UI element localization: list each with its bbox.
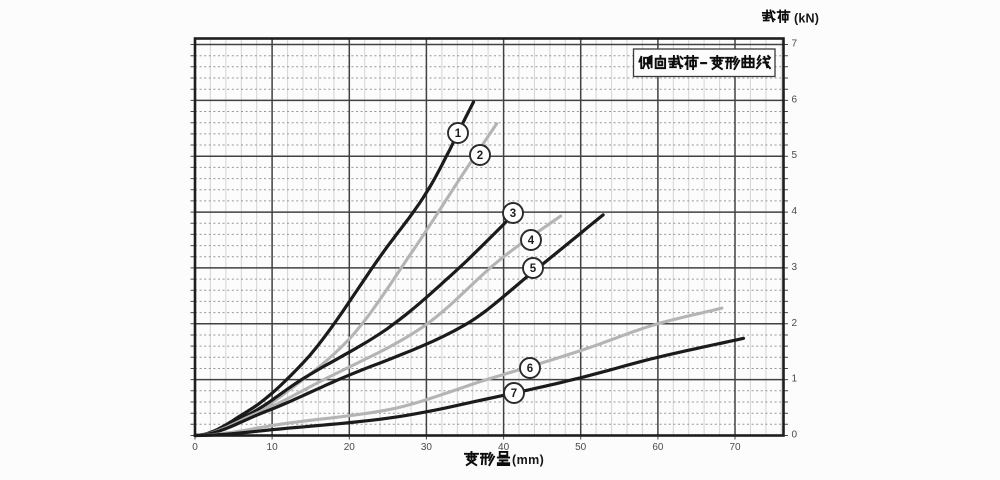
svg-text:5: 5	[792, 150, 798, 161]
svg-text:7: 7	[511, 388, 517, 400]
svg-text:70: 70	[729, 442, 741, 453]
svg-text:60: 60	[652, 442, 664, 453]
svg-text:(kN): (kN)	[794, 12, 819, 26]
svg-text:(mm): (mm)	[512, 453, 544, 467]
svg-text:6: 6	[792, 94, 798, 105]
svg-text:20: 20	[344, 442, 356, 453]
svg-text:3: 3	[510, 208, 516, 220]
svg-text:4: 4	[528, 235, 535, 247]
svg-text:2: 2	[477, 150, 483, 162]
svg-text:5: 5	[530, 263, 537, 275]
svg-text:40: 40	[498, 442, 510, 453]
svg-text:3: 3	[792, 262, 798, 273]
svg-text:30: 30	[421, 442, 433, 453]
svg-text:50: 50	[575, 442, 587, 453]
svg-text:6: 6	[527, 363, 533, 375]
svg-text:1: 1	[792, 374, 798, 385]
svg-text:7: 7	[792, 39, 798, 50]
svg-text:4: 4	[792, 206, 798, 217]
svg-text:0: 0	[192, 442, 198, 453]
svg-text:1: 1	[455, 128, 462, 140]
svg-text:10: 10	[267, 442, 279, 453]
svg-text:0: 0	[792, 430, 798, 441]
svg-text:2: 2	[792, 318, 798, 329]
